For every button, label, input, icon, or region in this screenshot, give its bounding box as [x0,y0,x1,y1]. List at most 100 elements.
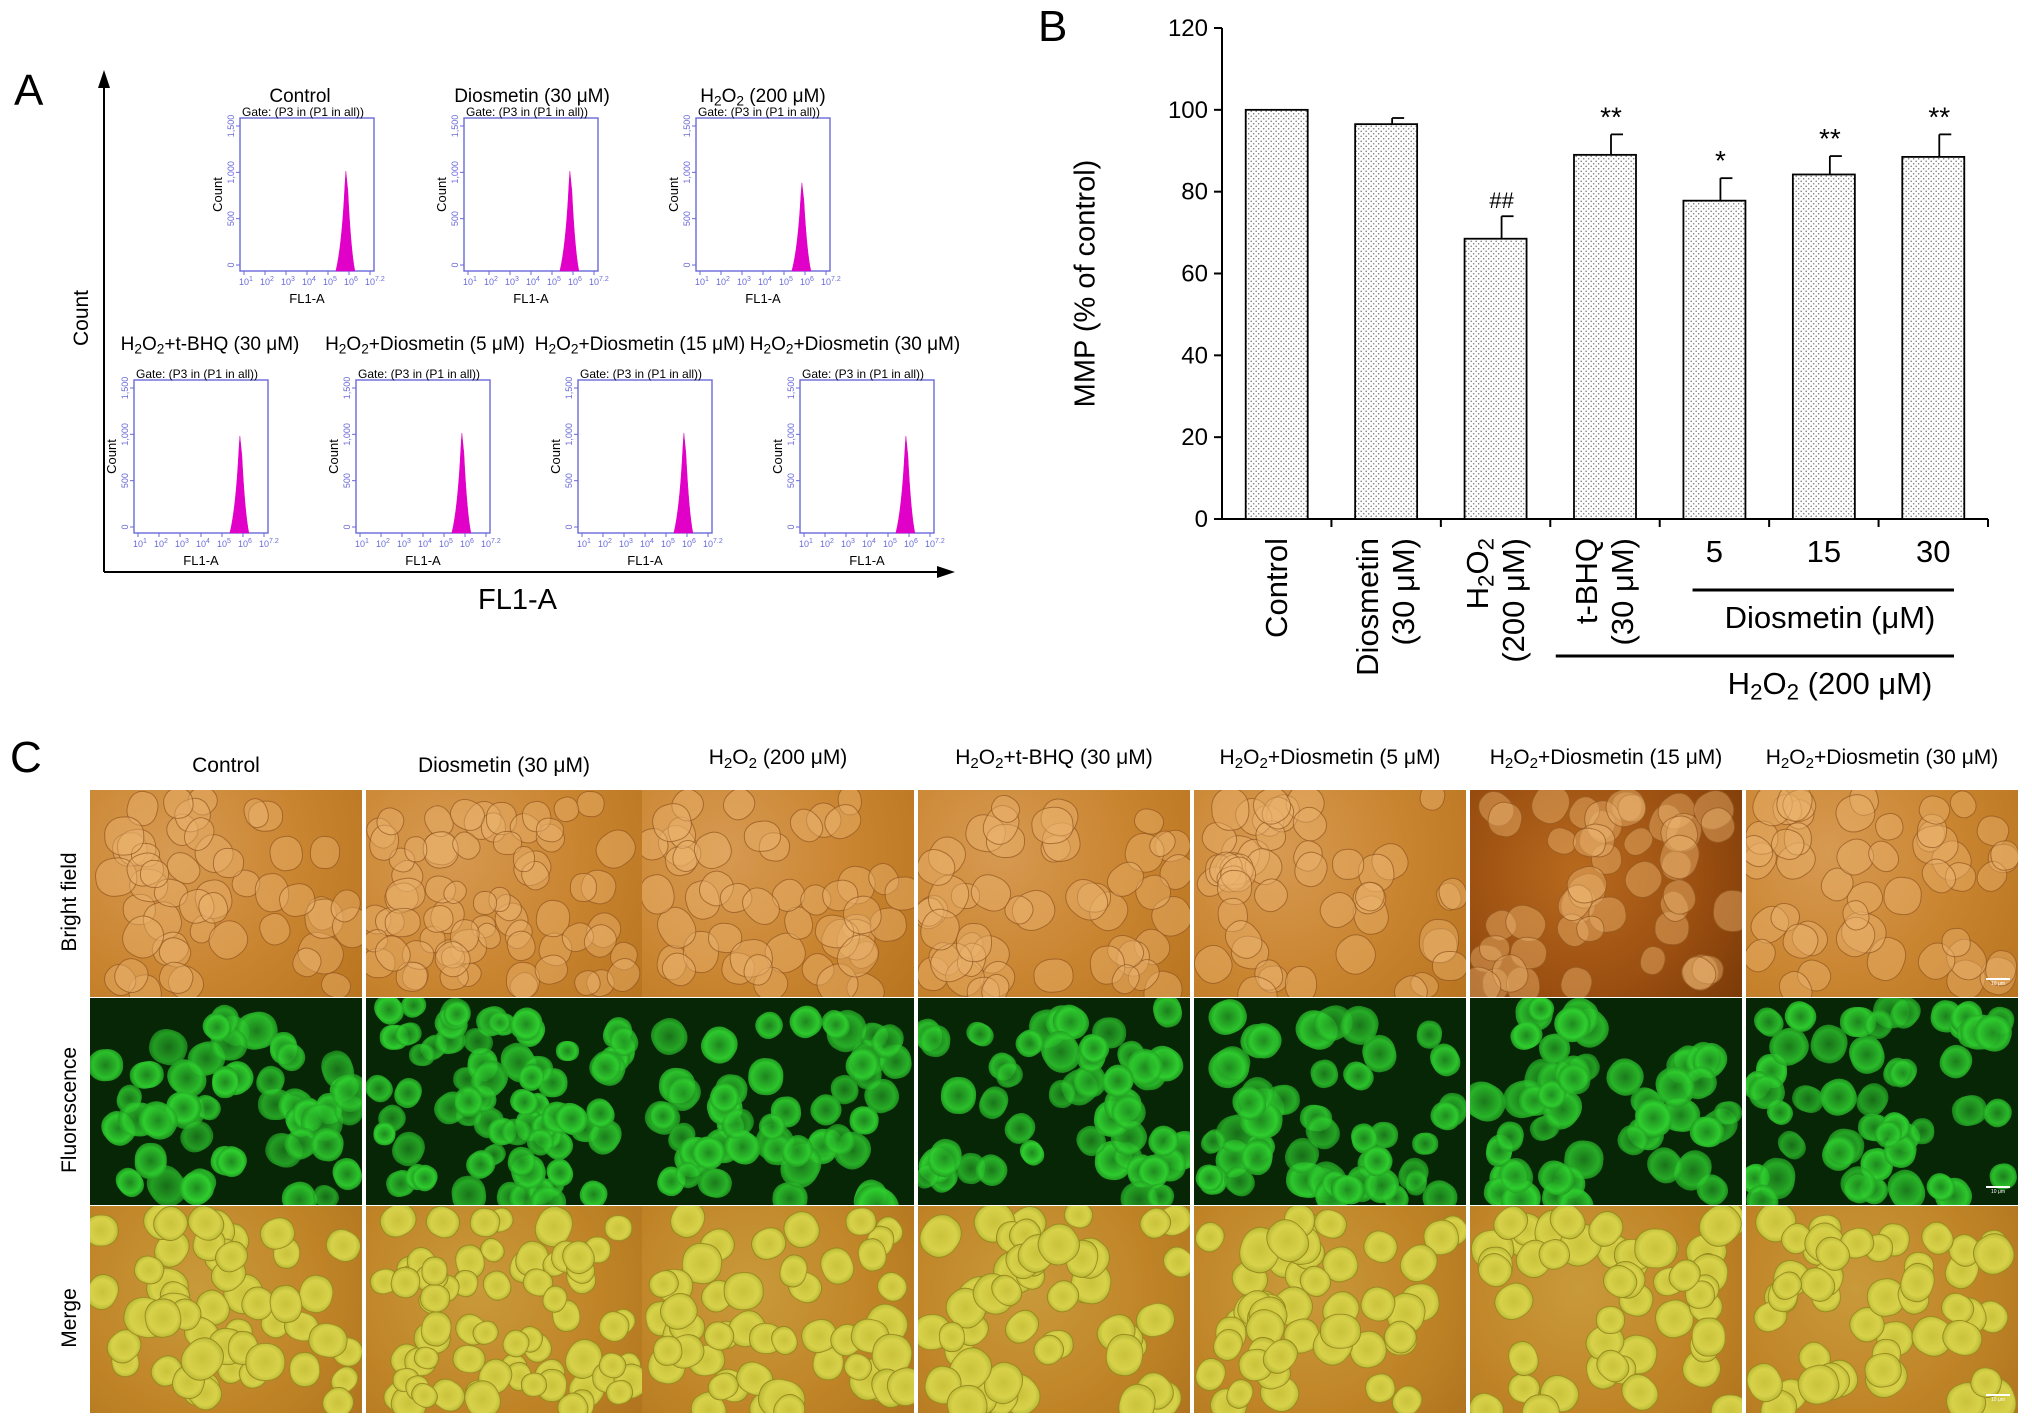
label-part: O [1243,746,1260,769]
bar-category-line1: Control [1258,538,1294,638]
cell [555,1040,579,1061]
panel-a-x-label: FL1-A [478,584,557,616]
micrograph-bright [1194,790,1466,997]
label-part: O [1789,746,1806,769]
cell [1328,926,1384,982]
cell [1320,1313,1362,1349]
x-tick-label: 105 [779,276,793,287]
y-tick-label: 0 [342,524,352,529]
scale-bar: 10 μm [1986,1394,2010,1405]
x-tick-label: 107.2 [365,276,385,287]
x-tick-label: 101 [577,538,591,549]
cell [245,1342,286,1382]
x-tick-label: 106 [460,538,474,549]
x-tick-label: 101 [133,538,147,549]
x-tick-label: 102 [260,276,274,287]
cell [372,1121,396,1147]
label-part: O [1513,746,1530,769]
cell [1634,1227,1678,1269]
cell [403,835,428,863]
x-tick-label: 102 [376,538,390,549]
micrograph-bright [90,790,362,997]
cell [211,1066,239,1099]
h2o2-group-label: H2O2 (200 μM) [1727,666,1933,705]
bar-category-line2: (30 μM) [1386,538,1422,646]
scale-bar: 10 μm [1986,1186,2010,1197]
label-part: 2 [156,341,165,357]
histogram-peak [791,182,812,272]
x-tick-label: 104 [418,538,432,549]
cell [373,1206,422,1244]
microscopy-column-header: Control [80,754,372,778]
y-tick-label: 0 [682,262,692,267]
micrograph-merge [1194,1206,1466,1413]
y-tick-label: 500 [564,473,574,488]
plot-x-label: FL1-A [405,553,441,568]
plot-y-label: Count [434,177,449,212]
bar-category-line1: H2O2 [1459,538,1499,610]
label-part: H [1219,746,1235,769]
significance-marker: * [1715,145,1726,176]
histogram-peak [335,171,356,272]
y-tick-label: 1,000 [786,423,796,446]
gate-label: Gate: (P3 in (P1 in all)) [242,105,364,119]
micrograph-fluor: 10 μm [1746,998,2018,1205]
cell [308,834,341,870]
flow-histogram: Gate: (P3 in (P1 in all)) 0 500 1,000 1,500 C… [326,367,501,568]
cell [1033,957,1075,994]
cell [815,1242,859,1289]
x-tick-label: 102 [820,538,834,549]
flow-histogram: Gate: (P3 in (P1 in all)) 0 500 1,000 1,500 C… [666,105,841,306]
microscopy-column-header: H2O2+Diosmetin (5 μM) [1184,746,1476,771]
cell [589,822,642,875]
label-part: (200 μM) [757,746,848,769]
cell [1691,1317,1727,1357]
label-part: H [534,334,549,355]
x-tick-label: 106 [238,538,252,549]
significance-marker: ## [1489,188,1514,213]
cell [1434,873,1466,914]
cell [1882,875,1924,917]
flow-plot-title: Diosmetin (30 μM) [412,86,652,108]
cell [1047,1078,1077,1110]
flow-plot-title: H2O2+Diosmetin (30 μM) [735,334,975,356]
micrograph-merge [642,1206,914,1413]
label-part: Control [269,86,331,107]
x-tick-label: 105 [547,276,561,287]
bar-category-line1: Diosmetin [1350,538,1386,676]
cell [493,830,522,855]
label-part: 2 [1529,754,1539,772]
x-tick-label: 103 [841,538,855,549]
x-tick-label: 107.2 [821,276,841,287]
label-part: H [749,334,764,355]
bar-y-tick-label: 100 [1168,97,1208,124]
bar-y-tick-label: 60 [1181,261,1208,288]
label-part: H [700,86,715,107]
flow-histogram: Gate: (P3 in (P1 in all)) 0 500 1,000 1,500 C… [548,367,723,568]
cell [716,790,761,826]
cell [1945,790,1982,824]
y-tick-label: 1,000 [226,161,236,184]
panel-label-a: A [14,66,44,115]
cell [1358,1225,1403,1268]
label-part: O [346,334,362,355]
label-part: 2 [1805,754,1815,772]
label-part: +Diosmetin (30 μM) [793,334,961,355]
bar-dose-label: 5 [1705,534,1724,569]
micrograph-fluor [642,998,914,1205]
cell [871,1266,913,1308]
x-tick-label: 103 [737,276,751,287]
histogram-peak [895,435,916,534]
cell [366,1070,398,1108]
cell [1158,1241,1190,1283]
x-tick-label: 104 [640,538,654,549]
panel-a-axes [98,70,955,578]
x-tick-label: 106 [568,276,582,287]
micrograph-bright [1470,790,1742,997]
bar-y-tick-label: 120 [1168,15,1208,42]
x-tick-label: 105 [439,538,453,549]
bar-dose-label: 30 [1916,534,1951,569]
flow-plot-title: H2O2+Diosmetin (5 μM) [305,334,545,356]
cell [90,1048,125,1083]
